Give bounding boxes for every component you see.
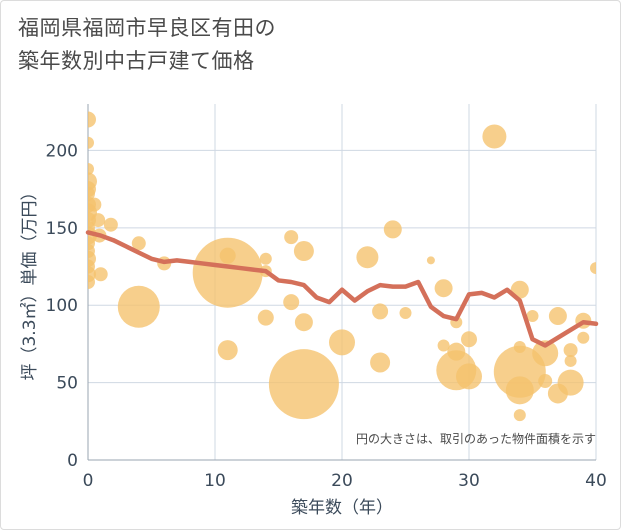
x-tick-label: 20 — [331, 471, 353, 491]
data-bubble — [548, 307, 567, 326]
data-bubble — [557, 369, 584, 396]
y-tick-label: 150 — [46, 219, 78, 239]
data-bubble — [88, 275, 95, 289]
y-tick-label: 200 — [46, 141, 78, 161]
data-bubble — [88, 197, 102, 212]
data-bubble — [577, 331, 590, 344]
data-bubble — [88, 163, 94, 176]
data-bubble — [103, 217, 118, 232]
data-bubble — [192, 237, 263, 308]
chart-title: 福岡県福岡市早良区有田の 築年数別中古戸建て価格 — [18, 12, 578, 78]
data-bubble — [532, 340, 559, 367]
data-bubble — [482, 124, 507, 149]
y-tick-label: 0 — [67, 451, 78, 471]
trend-line-layer — [85, 230, 599, 348]
data-bubble — [526, 310, 539, 323]
data-bubble — [538, 374, 553, 389]
data-bubble — [117, 285, 160, 328]
y-axis-label: 坪（3.3㎡）単価（万円） — [20, 183, 40, 380]
data-bubble — [426, 256, 435, 265]
x-tick-label: 0 — [83, 471, 94, 491]
data-bubble — [370, 352, 391, 373]
data-bubble — [356, 246, 379, 269]
chart-title-line-1: 福岡県福岡市早良区有田の — [18, 16, 276, 40]
bubble-size-note: 円の大きさは、取引のあった物件面積を示す — [356, 431, 596, 446]
data-bubble — [259, 252, 272, 265]
data-bubble — [493, 345, 546, 398]
data-bubble — [131, 236, 146, 251]
data-bubble — [219, 247, 236, 264]
data-bubble — [293, 241, 314, 262]
data-bubble — [564, 354, 577, 367]
data-bubble — [399, 306, 412, 319]
data-bubble — [268, 349, 339, 420]
data-bubble — [93, 267, 108, 282]
data-bubble — [383, 220, 402, 239]
data-bubble — [437, 339, 450, 352]
y-tick-label: 100 — [46, 296, 78, 316]
data-bubble — [217, 340, 238, 361]
data-bubble — [88, 136, 94, 149]
data-bubble — [372, 303, 389, 320]
data-bubble — [434, 279, 453, 298]
y-tick-label: 50 — [56, 374, 78, 394]
data-bubble — [505, 376, 534, 405]
data-bubble — [284, 230, 299, 245]
data-bubble — [88, 111, 96, 128]
data-bubble — [563, 343, 578, 358]
data-bubble — [456, 363, 482, 390]
x-axis-label: 築年数（年） — [291, 498, 393, 518]
data-bubble — [283, 294, 300, 311]
x-tick-label: 30 — [458, 471, 480, 491]
tick-labels: 0 10 20 30 40 0 50 100 150 200 — [46, 141, 607, 491]
data-bubble — [329, 329, 355, 356]
x-tick-label: 10 — [204, 471, 226, 491]
data-bubble — [590, 262, 596, 275]
data-bubble — [294, 313, 313, 332]
data-bubble — [257, 309, 274, 326]
average-price-line — [85, 230, 599, 348]
data-bubble — [513, 409, 526, 422]
data-bubble — [91, 213, 106, 228]
chart-title-line-2: 築年数別中古戸建て価格 — [18, 49, 255, 73]
data-bubble — [461, 331, 477, 348]
bubble-layer — [88, 111, 596, 422]
x-tick-label: 40 — [585, 471, 607, 491]
